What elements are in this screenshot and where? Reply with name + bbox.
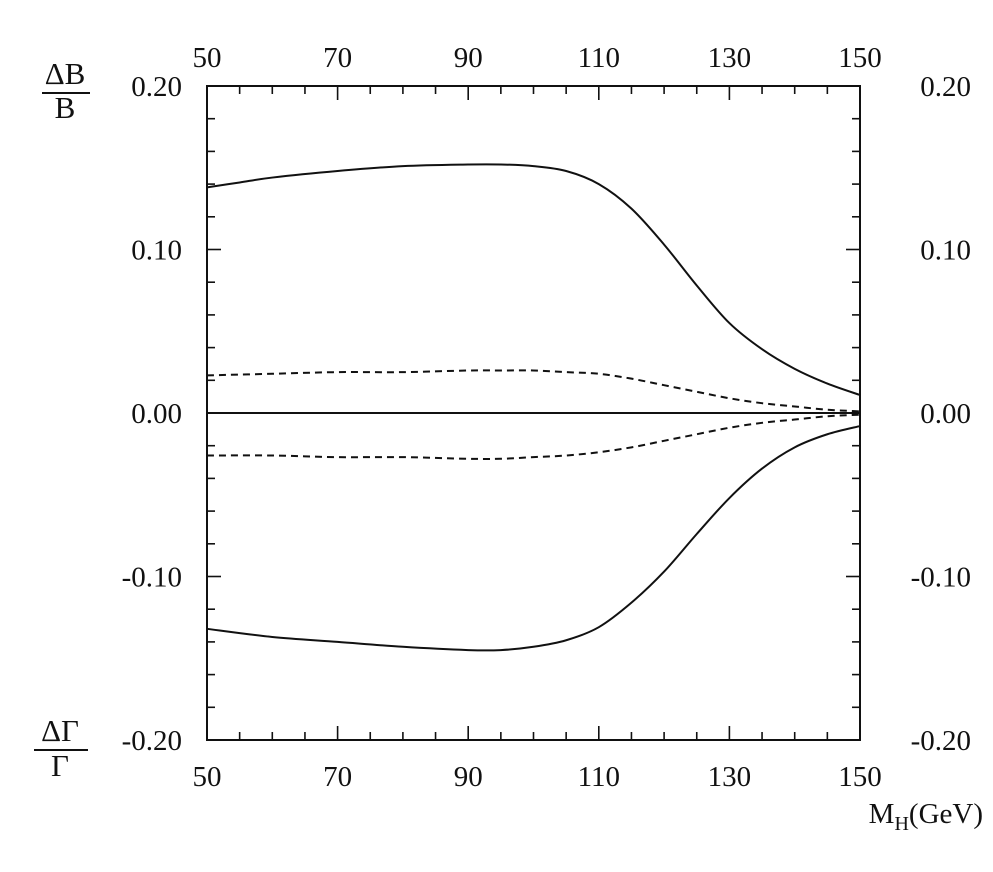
axis-ticks — [206, 85, 861, 741]
x-axis-label-subscript: H — [894, 813, 908, 835]
y-label-bottom-numerator: ΔΓ — [41, 713, 79, 748]
x-tick-labels-bottom: 50 70 90 110 130 150 — [193, 761, 882, 793]
curve-lower-dashed — [206, 413, 861, 460]
x-tick-label-top: 90 — [454, 42, 483, 74]
y-tick-label-left: 0.10 — [131, 235, 182, 267]
x-tick-label-top: 110 — [578, 42, 620, 74]
x-tick-label-bottom: 150 — [838, 761, 882, 793]
y-tick-label-left: 0.20 — [131, 71, 182, 103]
y-tick-label-right: 0.10 — [920, 235, 971, 267]
x-tick-label-bottom: 50 — [193, 761, 222, 793]
x-tick-label-top: 70 — [323, 42, 352, 74]
x-axis-label-main: M — [869, 798, 895, 830]
y-label-bottom-denominator: Γ — [51, 748, 69, 783]
x-tick-label-top: 130 — [708, 42, 752, 74]
x-tick-label-bottom: 90 — [454, 761, 483, 793]
y-tick-labels-left: 0.20 0.10 0.00 -0.10 -0.20 — [122, 71, 182, 757]
curve-lower-solid — [206, 425, 861, 652]
y-label-bottom: ΔΓ Γ — [34, 713, 88, 783]
y-tick-label-right: -0.20 — [911, 725, 971, 757]
y-tick-label-left: -0.10 — [122, 562, 182, 594]
x-tick-label-bottom: 110 — [578, 761, 620, 793]
x-axis-label: MH(GeV) — [869, 798, 983, 835]
y-tick-label-left: 0.00 — [131, 398, 182, 430]
y-label-top: ΔB B — [42, 56, 90, 125]
x-tick-label-top: 50 — [193, 42, 222, 74]
y-label-top-denominator: B — [55, 90, 76, 125]
y-tick-label-right: 0.00 — [920, 398, 971, 430]
x-axis-label-unit: (GeV) — [909, 798, 983, 830]
curve-upper-dashed — [206, 369, 861, 413]
x-tick-label-bottom: 130 — [708, 761, 752, 793]
series-group — [206, 163, 861, 652]
x-tick-label-bottom: 70 — [323, 761, 352, 793]
y-tick-labels-right: 0.20 0.10 0.00 -0.10 -0.20 — [911, 71, 971, 757]
y-label-top-numerator: ΔB — [45, 56, 86, 91]
y-tick-label-right: 0.20 — [920, 71, 971, 103]
x-tick-labels-top: 50 70 90 110 130 150 — [193, 42, 882, 74]
curve-upper-solid — [206, 163, 861, 396]
y-tick-label-right: -0.10 — [911, 562, 971, 594]
x-tick-label-top: 150 — [838, 42, 882, 74]
y-tick-label-left: -0.20 — [122, 725, 182, 757]
